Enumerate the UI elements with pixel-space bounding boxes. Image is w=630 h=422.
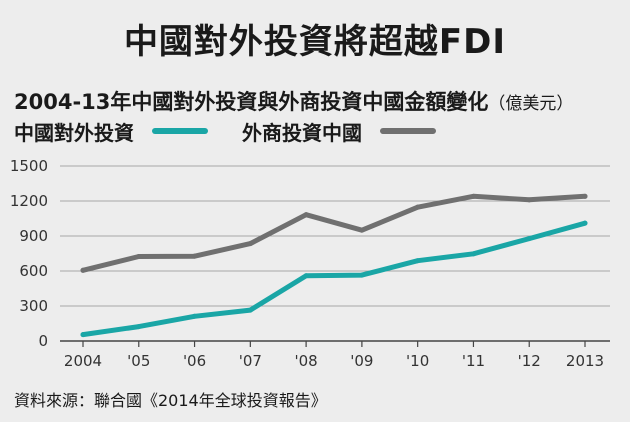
data-point-inbound-7 (470, 193, 476, 199)
data-point-inbound-1 (136, 254, 142, 260)
source-note: 資料來源：聯合國《2014年全球投資報告》 (14, 391, 327, 410)
unit-label: （億美元） (488, 94, 574, 114)
data-point-inbound-0 (80, 267, 86, 273)
x-tick-label-1: '05 (127, 352, 150, 370)
y-tick-label-300: 300 (19, 297, 48, 315)
x-tick-label-4: '08 (295, 352, 318, 370)
y-tick-label-1500: 1500 (10, 157, 48, 175)
legend-swatch-outbound (152, 128, 208, 134)
x-tick-label-9: 2013 (566, 352, 604, 370)
legend-label-outbound: 中國對外投資 (14, 120, 134, 145)
data-point-outbound-2 (192, 313, 198, 319)
subtitle-text: 2004-13年中國對外投資與外商投資中國金額變化 (14, 90, 489, 114)
data-point-inbound-4 (303, 212, 309, 218)
data-point-outbound-3 (247, 307, 253, 313)
x-tick-label-2: '06 (183, 352, 206, 370)
data-point-outbound-7 (470, 251, 476, 257)
series-line-outbound (80, 220, 588, 338)
legend-item-outbound: 中國對外投資 (14, 117, 208, 145)
y-tick-label-900: 900 (19, 227, 48, 245)
data-point-inbound-9 (582, 193, 588, 199)
y-tick-label-0: 0 (38, 332, 48, 350)
x-tick-label-5: '09 (350, 352, 373, 370)
x-tick-label-7: '11 (462, 352, 485, 370)
x-tick-label-0: 2004 (64, 352, 102, 370)
data-point-inbound-8 (526, 197, 532, 203)
series-line-inbound (80, 193, 588, 273)
x-tick-label-3: '07 (239, 352, 262, 370)
y-tick-label-1200: 1200 (10, 192, 48, 210)
y-tick-label-600: 600 (19, 262, 48, 280)
x-tick-label-8: '12 (518, 352, 541, 370)
x-tick-label-6: '10 (406, 352, 429, 370)
data-point-outbound-4 (303, 273, 309, 279)
data-point-outbound-1 (136, 324, 142, 330)
chart-title: 中國對外投資將超越FDI (123, 22, 507, 62)
data-point-inbound-5 (359, 227, 365, 233)
data-point-outbound-6 (415, 258, 421, 264)
line-chart: 0 300 600 900 1200 1500 2004 '05 '06 '07 '08 '09 '10… (10, 157, 610, 370)
data-point-inbound-3 (247, 241, 253, 247)
data-point-inbound-6 (415, 204, 421, 210)
data-point-inbound-2 (192, 253, 198, 259)
data-point-outbound-8 (526, 236, 532, 242)
legend-swatch-inbound (380, 128, 436, 134)
data-point-outbound-5 (359, 272, 365, 278)
legend-item-inbound: 外商投資中國 (242, 117, 436, 145)
data-point-outbound-0 (80, 332, 86, 338)
legend-label-inbound: 外商投資中國 (242, 120, 362, 145)
chart-subtitle: 2004-13年中國對外投資與外商投資中國金額變化（億美元） (14, 86, 573, 116)
data-point-outbound-9 (582, 220, 588, 226)
